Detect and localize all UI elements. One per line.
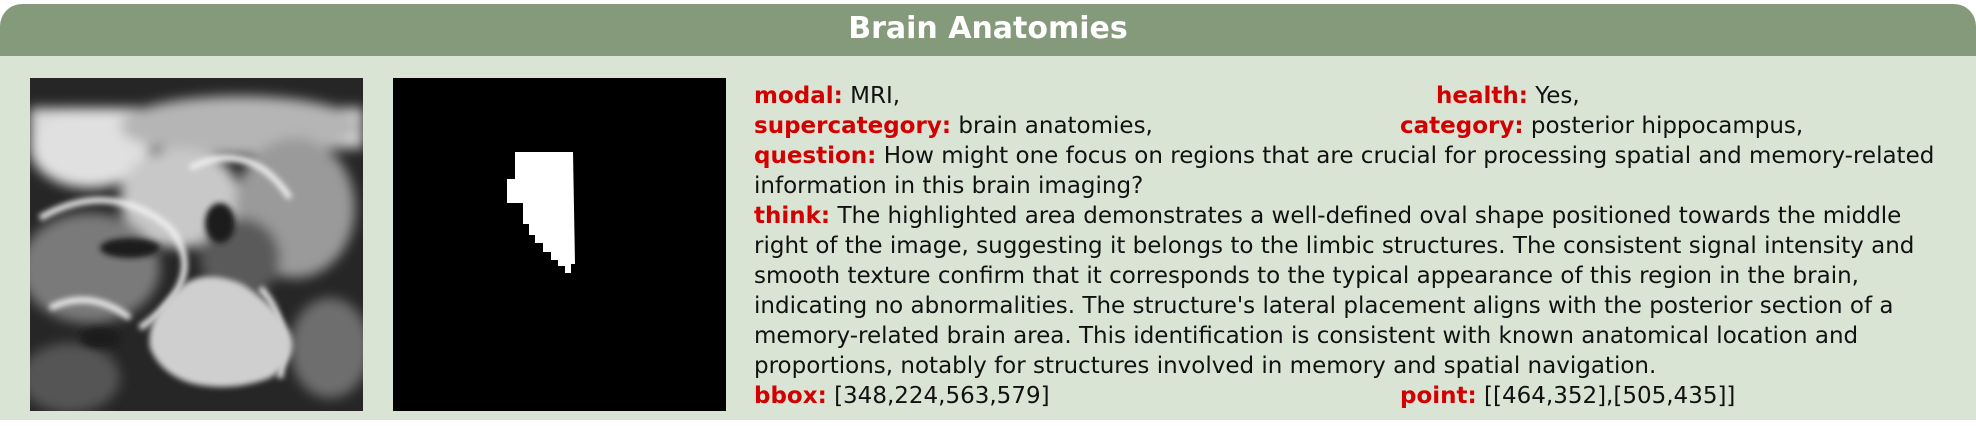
segmentation-mask-icon <box>393 78 726 411</box>
think-value: The highlighted area demonstrates a well… <box>754 203 1915 379</box>
health-value: Yes, <box>1535 83 1580 109</box>
page-title: Brain Anatomies <box>848 11 1128 46</box>
category-key: category: <box>1400 113 1524 139</box>
supercategory-key: supercategory: <box>754 113 952 139</box>
point-key: point: <box>1400 383 1477 409</box>
mri-scan-icon <box>30 78 363 411</box>
bbox-key: bbox: <box>754 383 827 409</box>
think-field: think: The highlighted area demonstrates… <box>754 201 1954 381</box>
category-field: category: posterior hippocampus, <box>1400 111 1803 141</box>
segmentation-mask-image <box>393 78 726 411</box>
row-modal-health: modal: MRI, health: Yes, <box>754 81 1954 111</box>
supercategory-field: supercategory: brain anatomies, <box>754 113 1153 139</box>
point-value: [[464,352],[505,435]] <box>1484 383 1736 409</box>
question-value: How might one focus on regions that are … <box>754 143 1935 199</box>
health-key: health: <box>1436 83 1528 109</box>
category-value: posterior hippocampus, <box>1530 113 1804 139</box>
modal-key: modal: <box>754 83 843 109</box>
question-key: question: <box>754 143 877 169</box>
supercategory-value: brain anatomies, <box>958 113 1153 139</box>
point-field: point: [[464,352],[505,435]] <box>1400 381 1735 411</box>
row-bbox-point: bbox: [348,224,563,579] point: [[464,352… <box>754 381 1954 411</box>
think-key: think: <box>754 203 831 229</box>
row-supercategory-category: supercategory: brain anatomies, category… <box>754 111 1954 141</box>
header-bar: Brain Anatomies <box>0 4 1976 56</box>
sample-card: Brain Anatomies <box>0 4 1976 420</box>
modal-value: MRI, <box>850 83 901 109</box>
annotation-panel: modal: MRI, health: Yes, supercategory: … <box>754 81 1954 411</box>
mri-image <box>30 78 363 411</box>
health-field: health: Yes, <box>1436 81 1580 111</box>
modal-field: modal: MRI, <box>754 83 900 109</box>
bbox-field: bbox: [348,224,563,579] <box>754 383 1050 409</box>
question-field: question: How might one focus on regions… <box>754 141 1954 201</box>
bbox-value: [348,224,563,579] <box>834 383 1050 409</box>
